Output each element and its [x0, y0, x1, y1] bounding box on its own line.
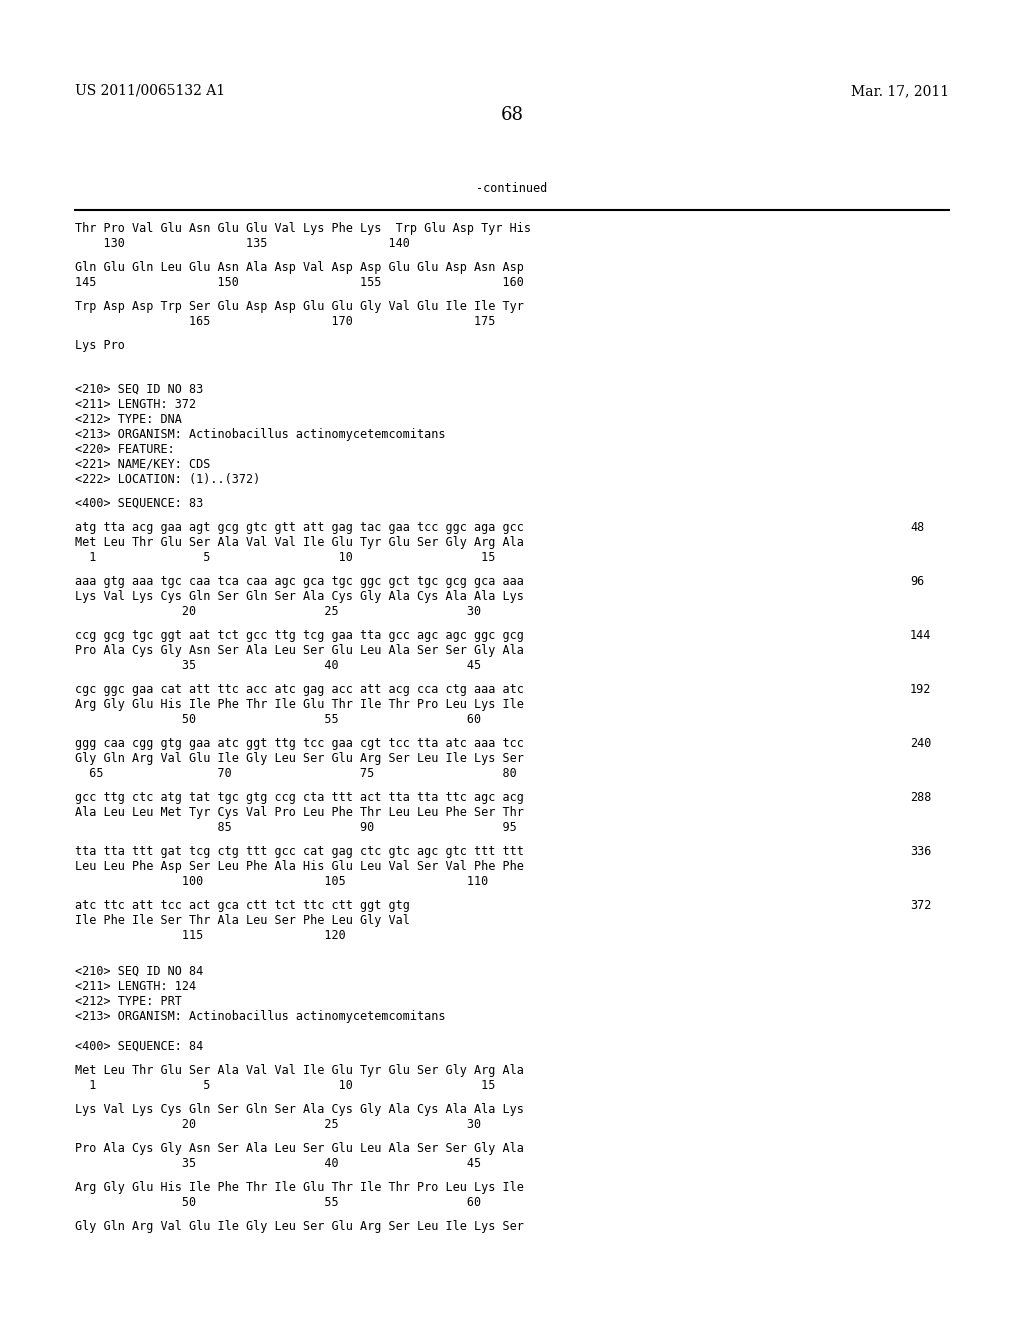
- Text: Trp Asp Asp Trp Ser Glu Asp Asp Glu Glu Gly Val Glu Ile Ile Tyr: Trp Asp Asp Trp Ser Glu Asp Asp Glu Glu …: [75, 300, 524, 313]
- Text: Leu Leu Phe Asp Ser Leu Phe Ala His Glu Leu Val Ser Val Phe Phe: Leu Leu Phe Asp Ser Leu Phe Ala His Glu …: [75, 861, 524, 873]
- Text: Met Leu Thr Glu Ser Ala Val Val Ile Glu Tyr Glu Ser Gly Arg Ala: Met Leu Thr Glu Ser Ala Val Val Ile Glu …: [75, 536, 524, 549]
- Text: 68: 68: [501, 106, 523, 124]
- Text: cgc ggc gaa cat att ttc acc atc gag acc att acg cca ctg aaa atc: cgc ggc gaa cat att ttc acc atc gag acc …: [75, 682, 524, 696]
- Text: 130                 135                 140: 130 135 140: [75, 238, 410, 249]
- Text: <213> ORGANISM: Actinobacillus actinomycetemcomitans: <213> ORGANISM: Actinobacillus actinomyc…: [75, 1010, 445, 1023]
- Text: 48: 48: [910, 521, 925, 535]
- Text: <220> FEATURE:: <220> FEATURE:: [75, 444, 175, 455]
- Text: 288: 288: [910, 791, 932, 804]
- Text: <212> TYPE: PRT: <212> TYPE: PRT: [75, 995, 182, 1008]
- Text: 115                 120: 115 120: [75, 929, 346, 942]
- Text: <210> SEQ ID NO 83: <210> SEQ ID NO 83: [75, 383, 203, 396]
- Text: 145                 150                 155                 160: 145 150 155 160: [75, 276, 524, 289]
- Text: 144: 144: [910, 630, 932, 642]
- Text: Thr Pro Val Glu Asn Glu Glu Val Lys Phe Lys  Trp Glu Asp Tyr His: Thr Pro Val Glu Asn Glu Glu Val Lys Phe …: [75, 222, 531, 235]
- Text: 100                 105                 110: 100 105 110: [75, 875, 488, 888]
- Text: <221> NAME/KEY: CDS: <221> NAME/KEY: CDS: [75, 458, 210, 471]
- Text: 20                  25                  30: 20 25 30: [75, 1118, 481, 1131]
- Text: 65                70                  75                  80: 65 70 75 80: [75, 767, 517, 780]
- Text: Pro Ala Cys Gly Asn Ser Ala Leu Ser Glu Leu Ala Ser Ser Gly Ala: Pro Ala Cys Gly Asn Ser Ala Leu Ser Glu …: [75, 1142, 524, 1155]
- Text: -continued: -continued: [476, 182, 548, 195]
- Text: 50                  55                  60: 50 55 60: [75, 1196, 481, 1209]
- Text: <400> SEQUENCE: 84: <400> SEQUENCE: 84: [75, 1040, 203, 1053]
- Text: 96: 96: [910, 576, 925, 587]
- Text: 20                  25                  30: 20 25 30: [75, 605, 481, 618]
- Text: ggg caa cgg gtg gaa atc ggt ttg tcc gaa cgt tcc tta atc aaa tcc: ggg caa cgg gtg gaa atc ggt ttg tcc gaa …: [75, 737, 524, 750]
- Text: 85                  90                  95: 85 90 95: [75, 821, 517, 834]
- Text: Lys Val Lys Cys Gln Ser Gln Ser Ala Cys Gly Ala Cys Ala Ala Lys: Lys Val Lys Cys Gln Ser Gln Ser Ala Cys …: [75, 1104, 524, 1115]
- Text: <222> LOCATION: (1)..(372): <222> LOCATION: (1)..(372): [75, 473, 260, 486]
- Text: Lys Pro: Lys Pro: [75, 339, 125, 352]
- Text: 1               5                  10                  15: 1 5 10 15: [75, 1078, 496, 1092]
- Text: 372: 372: [910, 899, 932, 912]
- Text: Ile Phe Ile Ser Thr Ala Leu Ser Phe Leu Gly Val: Ile Phe Ile Ser Thr Ala Leu Ser Phe Leu …: [75, 913, 410, 927]
- Text: atg tta acg gaa agt gcg gtc gtt att gag tac gaa tcc ggc aga gcc: atg tta acg gaa agt gcg gtc gtt att gag …: [75, 521, 524, 535]
- Text: US 2011/0065132 A1: US 2011/0065132 A1: [75, 84, 225, 98]
- Text: 50                  55                  60: 50 55 60: [75, 713, 481, 726]
- Text: <212> TYPE: DNA: <212> TYPE: DNA: [75, 413, 182, 426]
- Text: <211> LENGTH: 124: <211> LENGTH: 124: [75, 979, 197, 993]
- Text: 192: 192: [910, 682, 932, 696]
- Text: Lys Val Lys Cys Gln Ser Gln Ser Ala Cys Gly Ala Cys Ala Ala Lys: Lys Val Lys Cys Gln Ser Gln Ser Ala Cys …: [75, 590, 524, 603]
- Text: <400> SEQUENCE: 83: <400> SEQUENCE: 83: [75, 498, 203, 510]
- Text: ccg gcg tgc ggt aat tct gcc ttg tcg gaa tta gcc agc agc ggc gcg: ccg gcg tgc ggt aat tct gcc ttg tcg gaa …: [75, 630, 524, 642]
- Text: <213> ORGANISM: Actinobacillus actinomycetemcomitans: <213> ORGANISM: Actinobacillus actinomyc…: [75, 428, 445, 441]
- Text: Gly Gln Arg Val Glu Ile Gly Leu Ser Glu Arg Ser Leu Ile Lys Ser: Gly Gln Arg Val Glu Ile Gly Leu Ser Glu …: [75, 752, 524, 766]
- Text: 165                 170                 175: 165 170 175: [75, 315, 496, 327]
- Text: <211> LENGTH: 372: <211> LENGTH: 372: [75, 399, 197, 411]
- Text: Pro Ala Cys Gly Asn Ser Ala Leu Ser Glu Leu Ala Ser Ser Gly Ala: Pro Ala Cys Gly Asn Ser Ala Leu Ser Glu …: [75, 644, 524, 657]
- Text: Mar. 17, 2011: Mar. 17, 2011: [851, 84, 949, 98]
- Text: tta tta ttt gat tcg ctg ttt gcc cat gag ctc gtc agc gtc ttt ttt: tta tta ttt gat tcg ctg ttt gcc cat gag …: [75, 845, 524, 858]
- Text: 240: 240: [910, 737, 932, 750]
- Text: Arg Gly Glu His Ile Phe Thr Ile Glu Thr Ile Thr Pro Leu Lys Ile: Arg Gly Glu His Ile Phe Thr Ile Glu Thr …: [75, 698, 524, 711]
- Text: <210> SEQ ID NO 84: <210> SEQ ID NO 84: [75, 965, 203, 978]
- Text: Gly Gln Arg Val Glu Ile Gly Leu Ser Glu Arg Ser Leu Ile Lys Ser: Gly Gln Arg Val Glu Ile Gly Leu Ser Glu …: [75, 1220, 524, 1233]
- Text: Ala Leu Leu Met Tyr Cys Val Pro Leu Phe Thr Leu Leu Phe Ser Thr: Ala Leu Leu Met Tyr Cys Val Pro Leu Phe …: [75, 807, 524, 818]
- Text: Met Leu Thr Glu Ser Ala Val Val Ile Glu Tyr Glu Ser Gly Arg Ala: Met Leu Thr Glu Ser Ala Val Val Ile Glu …: [75, 1064, 524, 1077]
- Text: atc ttc att tcc act gca ctt tct ttc ctt ggt gtg: atc ttc att tcc act gca ctt tct ttc ctt …: [75, 899, 410, 912]
- Text: 1               5                  10                  15: 1 5 10 15: [75, 550, 496, 564]
- Text: 35                  40                  45: 35 40 45: [75, 1158, 481, 1170]
- Text: Gln Glu Gln Leu Glu Asn Ala Asp Val Asp Asp Glu Glu Asp Asn Asp: Gln Glu Gln Leu Glu Asn Ala Asp Val Asp …: [75, 261, 524, 275]
- Text: Arg Gly Glu His Ile Phe Thr Ile Glu Thr Ile Thr Pro Leu Lys Ile: Arg Gly Glu His Ile Phe Thr Ile Glu Thr …: [75, 1181, 524, 1195]
- Text: aaa gtg aaa tgc caa tca caa agc gca tgc ggc gct tgc gcg gca aaa: aaa gtg aaa tgc caa tca caa agc gca tgc …: [75, 576, 524, 587]
- Text: 336: 336: [910, 845, 932, 858]
- Text: 35                  40                  45: 35 40 45: [75, 659, 481, 672]
- Text: gcc ttg ctc atg tat tgc gtg ccg cta ttt act tta tta ttc agc acg: gcc ttg ctc atg tat tgc gtg ccg cta ttt …: [75, 791, 524, 804]
